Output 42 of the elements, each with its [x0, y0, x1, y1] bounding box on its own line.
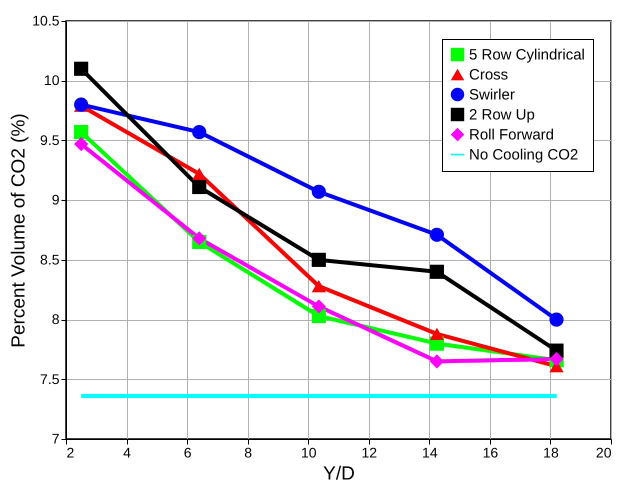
point: [312, 299, 326, 314]
point: [430, 328, 444, 340]
point: [74, 62, 88, 76]
point: [430, 354, 444, 368]
x-tick-label: 4: [123, 444, 132, 460]
legend-label: Swirler: [469, 86, 515, 104]
legend-label: 5 Row Cylindrical: [469, 46, 585, 64]
x-tick-label: 18: [543, 444, 559, 460]
y-tick-label: 7: [52, 430, 60, 446]
point: [312, 308, 326, 324]
point: [74, 125, 88, 140]
y-axis-title: Percent Volume of CO2 (%): [8, 113, 30, 348]
x-tick-label: 2: [66, 444, 74, 460]
legend-label: 2 Row Up: [469, 106, 535, 124]
x-tick-label: 6: [184, 444, 192, 460]
legend-label: Cross: [469, 66, 508, 84]
x-axis-title: Y/D: [323, 464, 355, 484]
point: [192, 180, 206, 194]
legend-label: No Cooling CO2: [469, 146, 578, 164]
point: [192, 125, 206, 140]
x-tick-label: 10: [300, 444, 317, 460]
y-tick-label: 8.5: [40, 251, 60, 268]
point: [312, 280, 326, 292]
point: [430, 228, 444, 242]
point: [549, 312, 564, 327]
x-tick-label: 16: [482, 444, 498, 460]
point: [74, 136, 88, 152]
y-tick-label: 7.5: [40, 370, 60, 387]
x-tick-label: 12: [361, 444, 378, 460]
point: [430, 264, 444, 279]
point: [192, 231, 206, 246]
y-tick-label: 10.5: [32, 12, 60, 28]
x-tick-label: 8: [244, 444, 252, 460]
legend-label: Roll Forward: [469, 126, 554, 144]
x-tick-label: 20: [596, 444, 612, 460]
x-tick-label: 14: [422, 444, 438, 460]
y-tick-label: 8: [52, 311, 60, 328]
y-tick-label: 9: [52, 192, 60, 208]
y-tick-label: 9.5: [40, 132, 60, 148]
point: [312, 184, 326, 199]
point: [312, 252, 326, 267]
y-tick-label: 10: [44, 72, 60, 88]
